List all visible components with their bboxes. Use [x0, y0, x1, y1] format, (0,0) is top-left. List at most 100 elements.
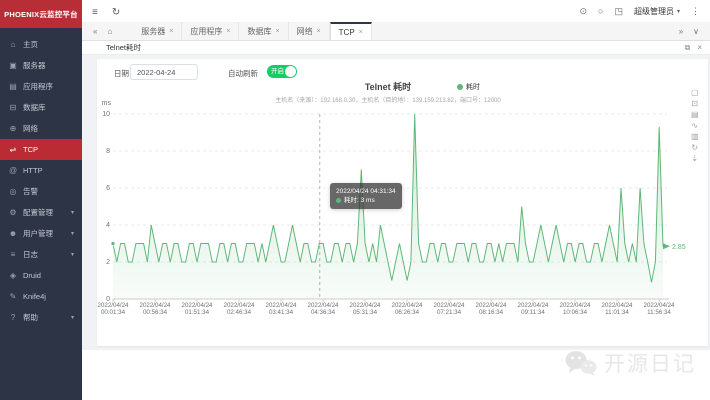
sidebar-menu: ⌂主页▣服务器▤应用程序⊟数据库⊕网络⇌TCP@HTTP◎告警⚙配置管理▾ ☻ 用户… — [0, 28, 82, 400]
user-dropdown[interactable]: 超级管理员 ▾ — [634, 6, 680, 17]
menu-fold-icon[interactable]: ≡ — [92, 7, 98, 18]
legend-marker — [457, 84, 463, 90]
sidebar-item-log[interactable]: ≡日志▾ — [0, 244, 82, 265]
chevron-down-icon: ▾ — [71, 230, 74, 237]
x-tick-time: 04:36:34 — [302, 309, 344, 316]
close-icon[interactable]: × — [169, 28, 173, 35]
zoom-select-icon[interactable]: ▢ — [691, 89, 699, 97]
panel-header-icons: ⧉× — [685, 43, 710, 53]
x-tick-label: 2022/04/2409:11:34 — [512, 302, 554, 316]
tabbar-left-icons: «⌂ — [88, 27, 117, 36]
line-chart-icon[interactable]: ∿ — [691, 122, 699, 130]
x-tick-label: 2022/04/2401:51:34 — [176, 302, 218, 316]
fullscreen-icon[interactable]: ◳ — [614, 6, 623, 17]
bar-chart-icon[interactable]: ▥ — [691, 133, 699, 141]
log-icon: ≡ — [8, 250, 18, 259]
github-icon[interactable]: ○ — [598, 6, 603, 17]
x-tick-time: 07:21:34 — [428, 309, 470, 316]
tabbar: «⌂ 服务器×应用程序×数据库× 网络 × TCP × »∨ — [82, 22, 710, 41]
sidebar-item-home[interactable]: ⌂主页 — [0, 34, 82, 55]
x-tick-label: 2022/04/2406:26:34 — [386, 302, 428, 316]
sidebar-item-user-management[interactable]: ☻ 用户管理 ▾ — [0, 223, 82, 244]
sidebar-item-druid[interactable]: ◈Druid — [0, 265, 82, 286]
sidebar-item-config-management[interactable]: ⚙配置管理▾ — [0, 202, 82, 223]
tooltip-time: 2022/04/24 04:31:34 — [336, 187, 396, 196]
sidebar-item-tcp[interactable]: ⇌TCP — [0, 139, 82, 160]
auto-refresh-toggle[interactable]: 开启 — [267, 65, 297, 78]
zoom-reset-icon[interactable]: ⊡ — [691, 100, 699, 108]
topbar: ≡ ↻ ⊙ ○ ◳ 超级管理员 ▾ ⋮ — [82, 0, 710, 22]
save-image-icon[interactable]: ⇣ — [691, 155, 699, 163]
sidebar-item-http[interactable]: @HTTP — [0, 160, 82, 181]
tooltip-value: 耗时: 3 ms — [344, 197, 375, 204]
alarm-bell-icon: ◎ — [8, 187, 18, 196]
restore-icon[interactable]: ↻ — [691, 144, 699, 152]
sidebar-item-label: 日志 — [23, 249, 38, 260]
close-panel-icon[interactable]: × — [697, 43, 702, 53]
chevron-down-icon: ▾ — [71, 314, 74, 321]
more-dots-icon[interactable]: ⋮ — [691, 6, 700, 17]
sidebar-item-label: 用户管理 — [23, 228, 53, 239]
legend-label: 耗时 — [466, 82, 480, 92]
date-label: 日期 — [114, 68, 129, 79]
x-tick-time: 03:41:34 — [260, 309, 302, 316]
x-tick-date: 2022/04/24 — [134, 302, 176, 309]
tab-menu-icon[interactable]: ∨ — [688, 27, 704, 36]
x-tick-time: 00:56:34 — [134, 309, 176, 316]
tab-服务器[interactable]: 服务器× — [133, 22, 182, 40]
legend-item-haoshi[interactable]: 耗时 — [457, 82, 480, 92]
sidebar-item-help[interactable]: ?帮助▾ — [0, 307, 82, 328]
toggle-knob — [285, 66, 296, 77]
main-area: ≡ ↻ ⊙ ○ ◳ 超级管理员 ▾ ⋮ «⌂ 服务器×应用程序×数据库× 网络 × TCP ×… — [82, 0, 710, 400]
sidebar-item-label: 应用程序 — [23, 81, 53, 92]
x-tick-label: 2022/04/2400:56:34 — [134, 302, 176, 316]
user-icon: ☻ — [8, 229, 18, 238]
close-icon[interactable]: × — [226, 28, 230, 35]
collapse-tabs-icon[interactable]: « — [88, 27, 102, 36]
y-tick-label: 4 — [97, 222, 110, 229]
http-icon: @ — [8, 166, 18, 175]
home-tab-icon[interactable]: ⌂ — [102, 27, 117, 36]
x-tick-date: 2022/04/24 — [302, 302, 344, 309]
x-tick-time: 09:11:34 — [512, 309, 554, 316]
tooltip-value-row: 耗时: 3 ms — [336, 196, 396, 205]
x-tick-date: 2022/04/24 — [92, 302, 134, 309]
sidebar-item-knife4j[interactable]: ✎Knife4j — [0, 286, 82, 307]
popout-icon[interactable]: ⧉ — [685, 43, 691, 53]
x-tick-label: 2022/04/2404:36:34 — [302, 302, 344, 316]
sidebar-item-server[interactable]: ▣服务器 — [0, 55, 82, 76]
close-icon[interactable]: × — [359, 29, 363, 36]
tab-label: 网络 — [297, 26, 313, 37]
x-tick-date: 2022/04/24 — [344, 302, 386, 309]
x-tick-label: 2022/04/2411:01:34 — [596, 302, 638, 316]
x-tick-time: 11:56:34 — [638, 309, 680, 316]
date-input[interactable] — [130, 64, 198, 80]
sidebar-item-label: Druid — [23, 271, 41, 280]
x-tick-date: 2022/04/24 — [176, 302, 218, 309]
x-tick-date: 2022/04/24 — [218, 302, 260, 309]
x-tick-time: 01:51:34 — [176, 309, 218, 316]
sidebar-item-application[interactable]: ▤应用程序 — [0, 76, 82, 97]
tab-TCP[interactable]: TCP × — [330, 22, 372, 40]
y-axis-unit: ms — [99, 100, 111, 107]
sidebar-item-label: 数据库 — [23, 102, 46, 113]
tab-应用程序[interactable]: 应用程序× — [182, 22, 239, 40]
tab-网络[interactable]: 网络 × — [289, 22, 330, 40]
tab-数据库[interactable]: 数据库× — [239, 22, 288, 40]
tab-label: TCP — [339, 28, 355, 37]
sidebar-item-label: Knife4j — [23, 292, 46, 301]
data-view-icon[interactable]: ▤ — [691, 111, 699, 119]
x-tick-time: 02:46:34 — [218, 309, 260, 316]
sidebar-item-label: 网络 — [23, 123, 38, 134]
expand-tabs-icon[interactable]: » — [674, 27, 688, 36]
sidebar-item-network[interactable]: ⊕网络 — [0, 118, 82, 139]
gitee-icon[interactable]: ⊙ — [579, 6, 587, 17]
panel-header: Telnet耗时 ⧉× — [82, 41, 710, 55]
refresh-icon[interactable]: ↻ — [112, 7, 120, 18]
chart-title: Telnet 耗时 — [113, 80, 663, 93]
sidebar-item-database[interactable]: ⊟数据库 — [0, 97, 82, 118]
topbar-right-icons: ⊙ ○ ◳ — [579, 6, 623, 17]
sidebar-item-alarm[interactable]: ◎告警 — [0, 181, 82, 202]
close-icon[interactable]: × — [317, 28, 321, 35]
close-icon[interactable]: × — [275, 28, 279, 35]
